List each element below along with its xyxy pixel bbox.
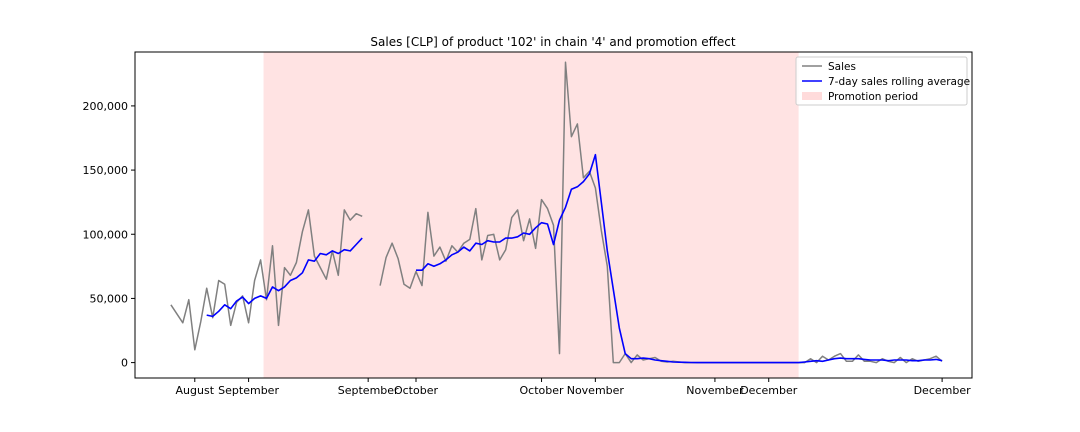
x-tick-label: October: [520, 384, 564, 397]
legend: Sales 7-day sales rolling average Promotio…: [795, 56, 970, 106]
y-tick-label: 100,000: [83, 228, 129, 241]
x-tick-label: December: [914, 384, 972, 397]
series-line-rolling-average: [206, 153, 943, 364]
x-tick-label: October: [394, 384, 438, 397]
x-tick-label: December: [740, 384, 798, 397]
y-tick-label: 150,000: [83, 164, 129, 177]
legend-box: [795, 56, 968, 106]
plot-frame: [134, 51, 973, 379]
promotion-layer: [263, 52, 799, 378]
legend-item-promotion-period-label: Promotion period: [828, 91, 918, 103]
promotion-period-band: [263, 52, 799, 378]
y-tick-label: 200,000: [83, 100, 129, 113]
x-tick-label: August: [176, 384, 215, 397]
y-tick-label: 50,000: [90, 292, 129, 305]
series-layer: [170, 61, 943, 364]
x-tick-label: September: [218, 384, 279, 397]
legend-item-rolling-average-label: 7-day sales rolling average: [828, 76, 970, 88]
y-tick-label: 0: [121, 357, 128, 370]
x-tick-label: November: [567, 384, 625, 397]
x-tick-label: September: [338, 384, 399, 397]
x-tick-label: November: [686, 384, 744, 397]
chart-title: Sales [CLP] of product '102' in chain '4…: [370, 35, 735, 49]
legend-item-sales-label: Sales: [828, 61, 856, 73]
legend-item-promotion-period-swatch: [802, 92, 822, 100]
